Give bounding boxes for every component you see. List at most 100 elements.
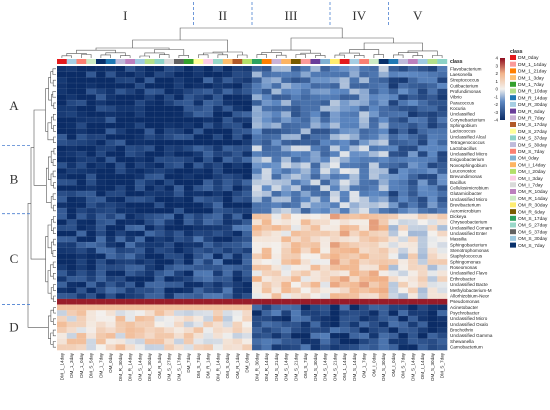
heatmap-cell (398, 145, 409, 152)
heatmap-cell (261, 162, 272, 169)
heatmap-cell (57, 213, 68, 220)
heatmap-cell (339, 219, 350, 226)
heatmap-cell (193, 287, 204, 294)
heatmap-cell (96, 338, 107, 345)
heatmap-cell (291, 281, 302, 288)
heatmap-cell (183, 83, 194, 90)
heatmap-cell (398, 321, 409, 328)
heatmap-cell (193, 196, 204, 203)
heatmap-cell (388, 71, 399, 78)
heatmap-cell (76, 117, 87, 124)
heatmap-cell (135, 236, 146, 243)
heatmap-cell (388, 321, 399, 328)
heatmap-cell (222, 179, 233, 186)
heatmap-cell (300, 162, 311, 169)
legend-label: DM_R_6day (518, 109, 545, 115)
heatmap-cell (398, 219, 409, 226)
heatmap-cell (408, 179, 419, 186)
heatmap-cell (252, 208, 263, 214)
heatmap-cell (96, 321, 107, 328)
heatmap-cell (183, 105, 194, 112)
heatmap-cell (222, 287, 233, 294)
heatmap-cell (339, 151, 350, 158)
heatmap-cell (408, 128, 419, 135)
heatmap-cell (183, 145, 194, 152)
heatmap-cell (339, 321, 350, 328)
heatmap-cell (427, 247, 438, 254)
column-label: DM_R_30day (118, 352, 123, 381)
heatmap-cell (144, 202, 155, 209)
heatmap-cell (232, 298, 243, 305)
heatmap-cell (320, 264, 331, 271)
heatmap-cell (271, 77, 282, 84)
heatmap-cell (164, 236, 175, 243)
heatmap-cell (320, 298, 331, 305)
heatmap-cell (183, 88, 194, 95)
heatmap-cell (183, 276, 194, 283)
legend-swatch (510, 142, 516, 148)
heatmap-cell (242, 185, 253, 192)
heatmap-cell (437, 213, 448, 220)
heatmap-cell (291, 100, 302, 107)
heatmap-cell (154, 293, 165, 300)
heatmap-cell (252, 105, 263, 112)
heatmap-cell (378, 145, 389, 152)
heatmap-cell (154, 264, 165, 271)
heatmap-cell (388, 298, 399, 305)
heatmap-cell (378, 190, 389, 197)
heatmap-cell (281, 253, 292, 260)
row-label: Unclassified Micro (450, 197, 488, 202)
heatmap-cell (193, 111, 204, 118)
heatmap-cell (359, 298, 370, 305)
dendrogram-branch (315, 55, 326, 58)
heatmap-cell (115, 338, 126, 345)
heatmap-cell (417, 276, 428, 283)
heatmap-cell (115, 315, 126, 322)
heatmap-cell (388, 219, 399, 226)
heatmap-cell (242, 219, 253, 226)
heatmap-cell (349, 111, 360, 118)
dendrogram-branch (53, 295, 56, 302)
legend-label: OM_R_30day (518, 203, 548, 209)
heatmap-cell (66, 332, 77, 339)
heatmap-cell (252, 270, 263, 277)
heatmap-cell (86, 327, 97, 334)
heatmap-cell (174, 173, 185, 180)
heatmap-cell (105, 327, 116, 334)
heatmap-cell (203, 304, 214, 311)
heatmap-cell (96, 259, 107, 266)
heatmap-cell (291, 253, 302, 260)
heatmap-cell (252, 236, 263, 243)
heatmap-cell (398, 196, 409, 203)
heatmap-cell (359, 185, 370, 192)
heatmap-cell (408, 88, 419, 95)
heatmap-cell (271, 276, 282, 283)
heatmap-cell (183, 213, 194, 220)
heatmap-cell (349, 344, 360, 351)
heatmap-cell (417, 100, 428, 107)
heatmap-cell (76, 293, 87, 300)
row-dendrogram (27, 68, 56, 348)
dendrogram-branch (61, 55, 72, 58)
heatmap-cell (232, 71, 243, 78)
heatmap-cell (222, 185, 233, 192)
heatmap-cell (57, 253, 68, 260)
heatmap-cell (242, 122, 253, 129)
heatmap-cell (252, 122, 263, 129)
heatmap-cell (388, 264, 399, 271)
heatmap-cell (164, 213, 175, 220)
heatmap-cell (183, 208, 194, 214)
legend-label: DM_S_30day (518, 142, 548, 148)
heatmap-cell (291, 213, 302, 220)
heatmap-cell (76, 298, 87, 305)
heatmap-cell (183, 327, 194, 334)
heatmap-cell (369, 270, 380, 277)
heatmap-cell (57, 332, 68, 339)
heatmap-cell (349, 332, 360, 339)
heatmap-cell (427, 213, 438, 220)
heatmap-cell (232, 321, 243, 328)
heatmap-cell (154, 225, 165, 232)
heatmap-cell (281, 105, 292, 112)
heatmap-cell (378, 100, 389, 107)
